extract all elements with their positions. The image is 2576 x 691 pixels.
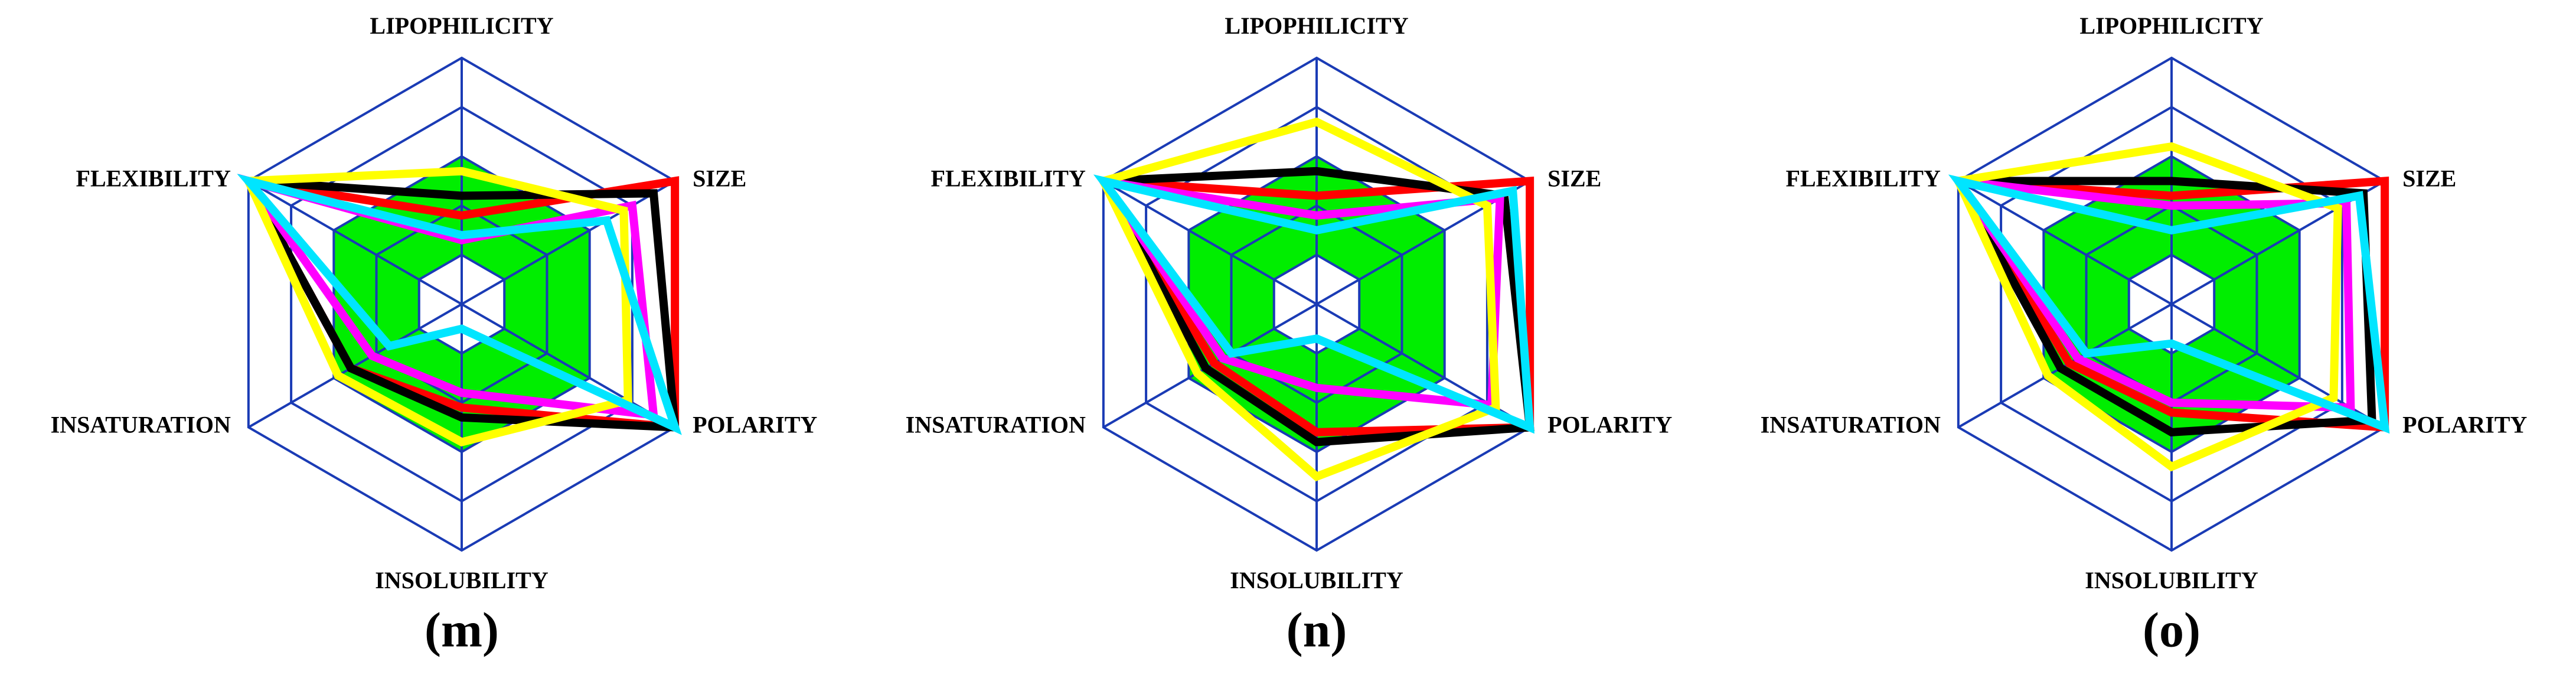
axis-label: SIZE [1547, 165, 1601, 192]
axis-label: FLEXIBILITY [931, 165, 1086, 192]
axis-label: FLEXIBILITY [1786, 165, 1941, 192]
axis-label: INSATURATION [906, 412, 1086, 438]
spoke [461, 180, 676, 305]
series-line [237, 174, 682, 435]
axis-label: INSATURATION [51, 412, 231, 438]
panel-label: (m) [425, 602, 499, 657]
axis-label: LIPOPHILICITY [370, 12, 553, 39]
axis-label: POLARITY [2402, 412, 2527, 438]
spoke [1102, 180, 1318, 305]
panel-label: (o) [2143, 602, 2200, 657]
axis-label: INSOLUBILITY [375, 567, 548, 594]
spoke [1102, 303, 1318, 429]
axis-label: FLEXIBILITY [76, 165, 231, 192]
axis-label: INSATURATION [1761, 412, 1941, 438]
spoke [1957, 180, 2173, 305]
spoke [1957, 303, 2173, 429]
axis-label: POLARITY [693, 412, 817, 438]
spoke [247, 180, 462, 305]
axis-label: SIZE [2402, 165, 2456, 192]
panel-label: (n) [1287, 602, 1347, 657]
axis-label: INSOLUBILITY [2085, 567, 2258, 594]
axis-label: POLARITY [1547, 412, 1672, 438]
axis-label: LIPOPHILICITY [1225, 12, 1408, 39]
series-line [1948, 174, 2390, 434]
axis-label: SIZE [693, 165, 746, 192]
optimal-band [1189, 156, 1445, 452]
series-line [1093, 174, 1535, 434]
axis-label: INSOLUBILITY [1230, 567, 1403, 594]
axis-label: LIPOPHILICITY [2079, 12, 2263, 39]
